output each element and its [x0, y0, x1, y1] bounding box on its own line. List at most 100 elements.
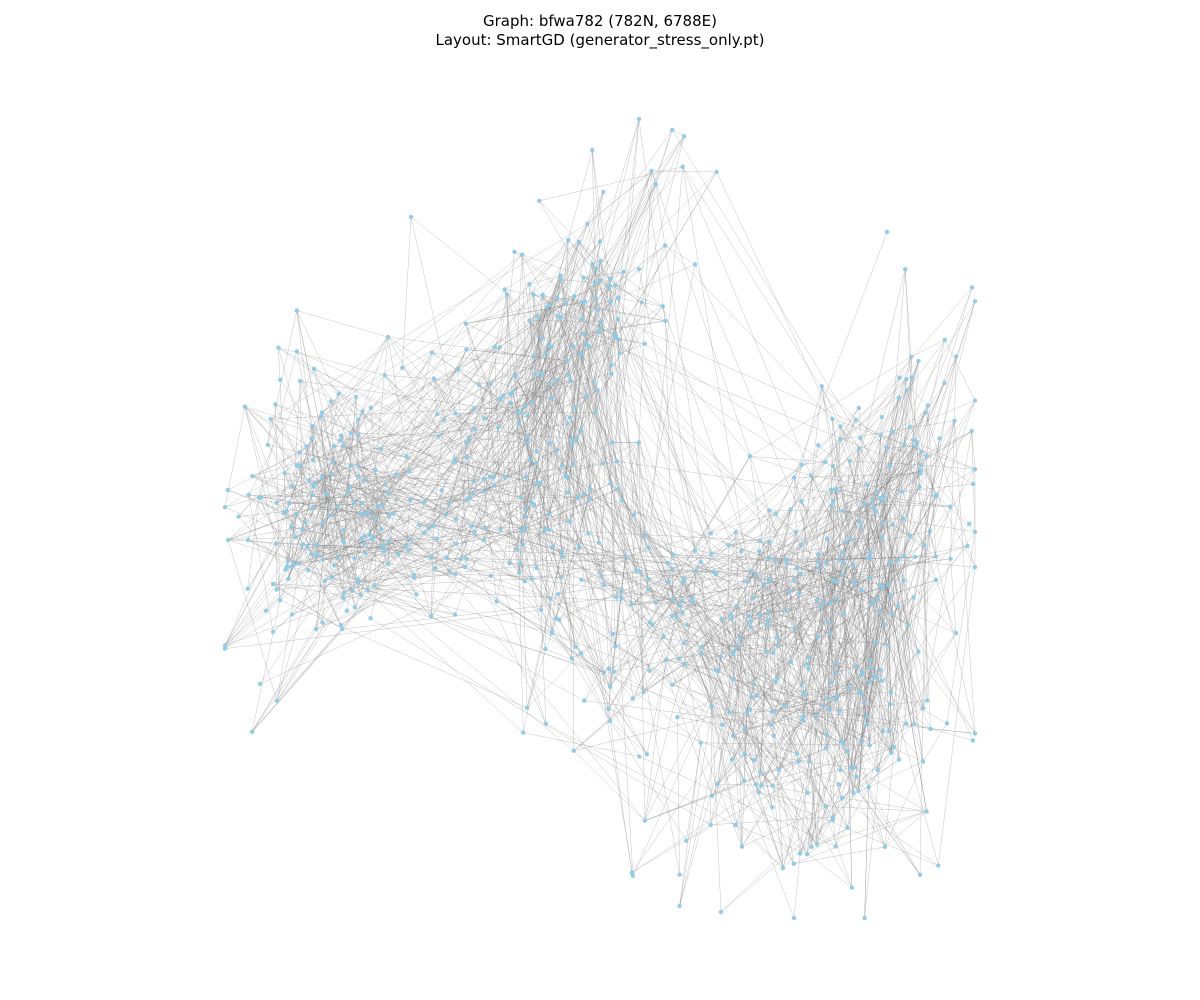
graph-edge	[314, 483, 374, 539]
graph-edge	[448, 442, 528, 503]
graph-edge	[826, 538, 976, 734]
graph-edge	[549, 383, 563, 552]
graph-edge	[752, 581, 837, 599]
graph-edge	[867, 444, 905, 486]
graph-edge	[843, 360, 919, 615]
graph-node	[766, 555, 771, 561]
graph-edge	[789, 565, 854, 592]
graph-edge	[796, 753, 834, 821]
graph-edge	[322, 522, 335, 566]
graph-edge	[621, 597, 634, 699]
graph-node	[543, 646, 548, 652]
graph-node	[698, 559, 704, 564]
graph-edge	[526, 547, 580, 708]
graph-edge	[536, 483, 550, 514]
graph-edge	[676, 616, 719, 672]
graph-edge	[916, 442, 931, 729]
graph-edge	[790, 632, 831, 663]
graph-edge	[864, 503, 891, 596]
graph-node	[880, 520, 885, 525]
graph-node	[546, 527, 552, 532]
graph-edge	[615, 567, 819, 647]
graph-edge	[763, 584, 832, 683]
graph-edge	[732, 581, 748, 736]
graph-edge	[259, 497, 664, 637]
graph-edge	[671, 538, 828, 617]
graph-edge	[550, 598, 673, 686]
graph-edge	[848, 687, 878, 771]
graph-edge	[715, 574, 752, 628]
graph-edge	[731, 618, 752, 698]
graph-edge	[767, 574, 844, 625]
graph-edge	[322, 506, 378, 560]
graph-edge	[752, 683, 824, 706]
graph-edge	[672, 554, 870, 579]
graph-edge	[296, 465, 353, 591]
graph-edge	[460, 558, 701, 743]
graph-node	[815, 635, 820, 640]
graph-edge	[617, 488, 683, 613]
graph-edge	[678, 580, 770, 660]
graph-node	[708, 822, 713, 827]
graph-edge	[286, 510, 343, 630]
graph-edge	[801, 461, 826, 465]
graph-node	[917, 484, 922, 489]
graph-edge	[768, 541, 839, 560]
graph-edge	[469, 497, 501, 530]
graph-edge	[466, 383, 491, 443]
graph-edge	[720, 621, 751, 657]
graph-node	[879, 535, 885, 540]
graph-node	[563, 301, 568, 306]
graph-edge	[614, 645, 738, 672]
graph-edge	[702, 567, 819, 647]
graph-node	[380, 503, 386, 508]
graph-edge	[569, 444, 573, 522]
graph-edge	[252, 475, 313, 509]
graph-edge	[524, 301, 611, 407]
graph-node	[335, 504, 340, 510]
graph-edge	[836, 693, 862, 697]
graph-node	[718, 909, 724, 915]
graph-node	[382, 548, 388, 553]
graph-edge	[300, 380, 475, 482]
graph-edge	[275, 543, 277, 590]
graph-node	[731, 676, 736, 682]
graph-edge	[312, 507, 361, 515]
graph-edge	[515, 304, 551, 377]
graph-node	[830, 463, 835, 469]
graph-edge	[588, 345, 591, 500]
graph-edge	[733, 558, 769, 652]
graph-edge	[536, 451, 616, 647]
graph-edge	[896, 494, 937, 561]
graph-edge	[340, 435, 436, 569]
graph-edge	[286, 436, 528, 512]
graph-edge	[288, 544, 304, 562]
graph-edge	[901, 431, 972, 492]
graph-edge	[286, 438, 312, 567]
graph-node	[840, 795, 845, 800]
graph-edge	[374, 239, 569, 518]
graph-node	[498, 527, 503, 532]
graph-edge	[830, 426, 841, 490]
graph-edge	[843, 563, 892, 753]
graph-edge	[678, 544, 801, 660]
graph-edge	[829, 709, 859, 791]
graph-node	[746, 614, 751, 619]
graph-node	[529, 399, 535, 404]
graph-edge	[778, 661, 792, 770]
graph-edge	[343, 582, 359, 594]
graph-edge	[471, 476, 495, 527]
graph-edge	[572, 345, 637, 571]
graph-edge	[428, 279, 562, 529]
graph-node	[276, 345, 281, 350]
graph-edge	[644, 761, 799, 821]
graph-edge	[535, 333, 585, 374]
graph-edge	[864, 503, 951, 507]
graph-edge	[739, 389, 908, 640]
graph-edge	[474, 428, 573, 440]
graph-node	[293, 535, 298, 540]
graph-edge	[259, 486, 351, 499]
graph-edge	[672, 664, 685, 685]
graph-edge	[751, 570, 778, 678]
graph-edge	[371, 538, 415, 576]
